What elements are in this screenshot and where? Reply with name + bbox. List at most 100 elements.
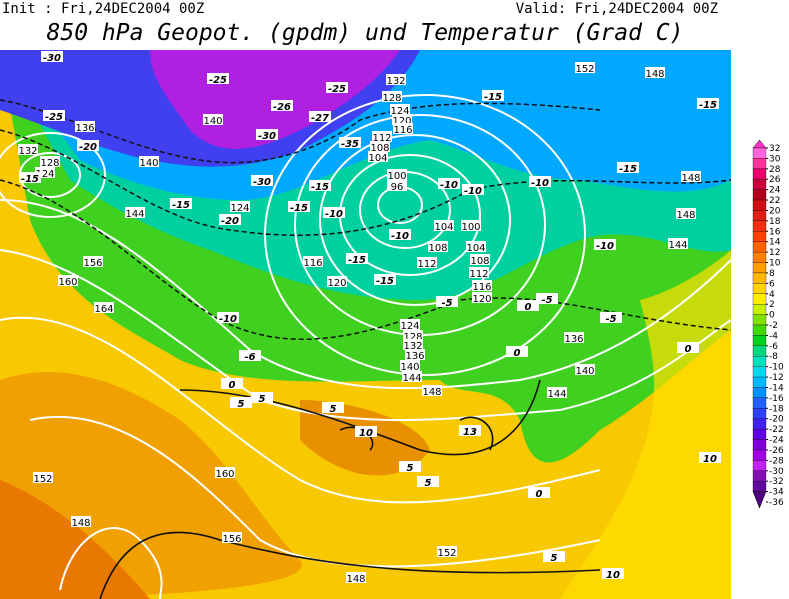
temperature-label: 0 bbox=[525, 302, 532, 313]
temperature-label-box bbox=[309, 111, 331, 122]
temperature-label: -15 bbox=[619, 164, 637, 175]
height-label-box bbox=[434, 220, 454, 231]
temperature-label-box bbox=[536, 293, 558, 304]
height-label-box bbox=[405, 349, 425, 360]
colorbar-band bbox=[752, 251, 767, 263]
height-label-box bbox=[575, 62, 595, 73]
colorbar-label: -36 bbox=[769, 498, 784, 508]
height-label: 148 bbox=[681, 173, 700, 184]
height-label: 120 bbox=[392, 116, 411, 127]
colorbar-band bbox=[752, 470, 767, 482]
temperature-label: -15 bbox=[290, 203, 308, 214]
temperature-label: -30 bbox=[253, 177, 271, 188]
height-label-box bbox=[222, 532, 242, 543]
height-label: 140 bbox=[139, 158, 158, 169]
height-label-box bbox=[422, 385, 442, 396]
temperature-label-box bbox=[677, 342, 699, 353]
height-label-box bbox=[461, 220, 481, 231]
height-label: 152 bbox=[437, 548, 456, 559]
colorbar-band bbox=[752, 387, 767, 399]
height-label-box bbox=[645, 67, 665, 78]
colorbar-label: -18 bbox=[769, 404, 784, 414]
height-label: 128 bbox=[382, 93, 401, 104]
temperature-label: -25 bbox=[209, 75, 227, 86]
colorbar-band bbox=[752, 324, 767, 336]
temperature-label-box bbox=[699, 452, 721, 463]
colorbar-band bbox=[752, 220, 767, 232]
height-label-box bbox=[58, 275, 78, 286]
height-label-box bbox=[203, 114, 223, 125]
height-label-box bbox=[437, 546, 457, 557]
height-label-box bbox=[40, 156, 60, 167]
colorbar-cap bbox=[752, 139, 767, 149]
colorbar-band bbox=[752, 241, 767, 253]
colorbar-band bbox=[752, 397, 767, 409]
height-label: 128 bbox=[40, 158, 59, 169]
colorbar-label: 6 bbox=[769, 279, 775, 289]
colorbar-label: 20 bbox=[769, 206, 781, 216]
temperature-label-box bbox=[207, 73, 229, 84]
temperature-label-box bbox=[600, 312, 622, 323]
colorbar-label: 26 bbox=[769, 175, 781, 185]
colorbar-band bbox=[752, 304, 767, 315]
height-label: 136 bbox=[564, 334, 583, 345]
height-label: 144 bbox=[668, 240, 687, 251]
height-label-box bbox=[390, 104, 410, 115]
height-label-box bbox=[125, 207, 145, 218]
colorbar-label: -6 bbox=[769, 342, 778, 352]
height-label: 144 bbox=[547, 389, 566, 400]
height-label: 160 bbox=[215, 469, 234, 480]
colorbar-band bbox=[752, 428, 767, 440]
temperature-label: -10 bbox=[219, 314, 237, 325]
height-label: 124 bbox=[230, 203, 249, 214]
temperature-label: 10 bbox=[359, 428, 373, 439]
colorbar-band bbox=[752, 199, 767, 211]
temperature-label-box bbox=[602, 568, 624, 579]
temperature-label: -15 bbox=[21, 174, 39, 185]
temperature-label-box bbox=[217, 312, 239, 323]
temperature-label-box bbox=[346, 253, 368, 264]
height-label: 116 bbox=[303, 258, 322, 269]
colorbar-label: 24 bbox=[769, 186, 781, 196]
height-label: 132 bbox=[403, 341, 422, 352]
height-label-box bbox=[368, 151, 388, 162]
temperature-label-box bbox=[543, 551, 565, 562]
temperature-label: -5 bbox=[441, 298, 452, 309]
temperature-label: -10 bbox=[325, 209, 343, 220]
temperature-label-box bbox=[528, 487, 550, 498]
temperature-label-box bbox=[230, 397, 252, 408]
height-label-box bbox=[387, 180, 407, 191]
colorbar-label: -24 bbox=[769, 436, 784, 446]
temperature-label-box bbox=[482, 90, 504, 101]
temperature-label-box bbox=[77, 140, 99, 151]
temperature-label: 5 bbox=[238, 399, 245, 410]
colorbar-label: -30 bbox=[769, 467, 784, 477]
colorbar-label: 2 bbox=[769, 300, 775, 310]
colorbar-band bbox=[752, 366, 767, 378]
temperature-label-box bbox=[251, 175, 273, 186]
height-label-box bbox=[575, 364, 595, 375]
colorbar-label: -10 bbox=[769, 363, 784, 373]
temperature-label-box bbox=[417, 476, 439, 487]
colorbar-label: -8 bbox=[769, 352, 778, 362]
temperature-label: -5 bbox=[605, 314, 616, 325]
height-label: 124 bbox=[400, 321, 419, 332]
temperature-label-box bbox=[436, 296, 458, 307]
height-label-box bbox=[139, 156, 159, 167]
temperature-label-box bbox=[219, 214, 241, 225]
colorbar-band bbox=[752, 418, 767, 430]
height-label: 152 bbox=[33, 474, 52, 485]
temperature-label-box bbox=[251, 392, 273, 403]
temperature-label-box bbox=[326, 82, 348, 93]
height-label-box bbox=[403, 330, 423, 341]
colorbar-label: 0 bbox=[769, 311, 775, 321]
colorbar-label: -26 bbox=[769, 446, 784, 456]
height-label-box bbox=[230, 201, 250, 212]
colorbar-label: 22 bbox=[769, 196, 780, 206]
temperature-label: -10 bbox=[531, 178, 549, 189]
colorbar-band bbox=[752, 189, 767, 201]
height-label: 148 bbox=[676, 210, 695, 221]
temperature-label-box bbox=[529, 176, 551, 187]
height-label-box bbox=[681, 171, 701, 182]
height-label-box bbox=[393, 123, 413, 134]
